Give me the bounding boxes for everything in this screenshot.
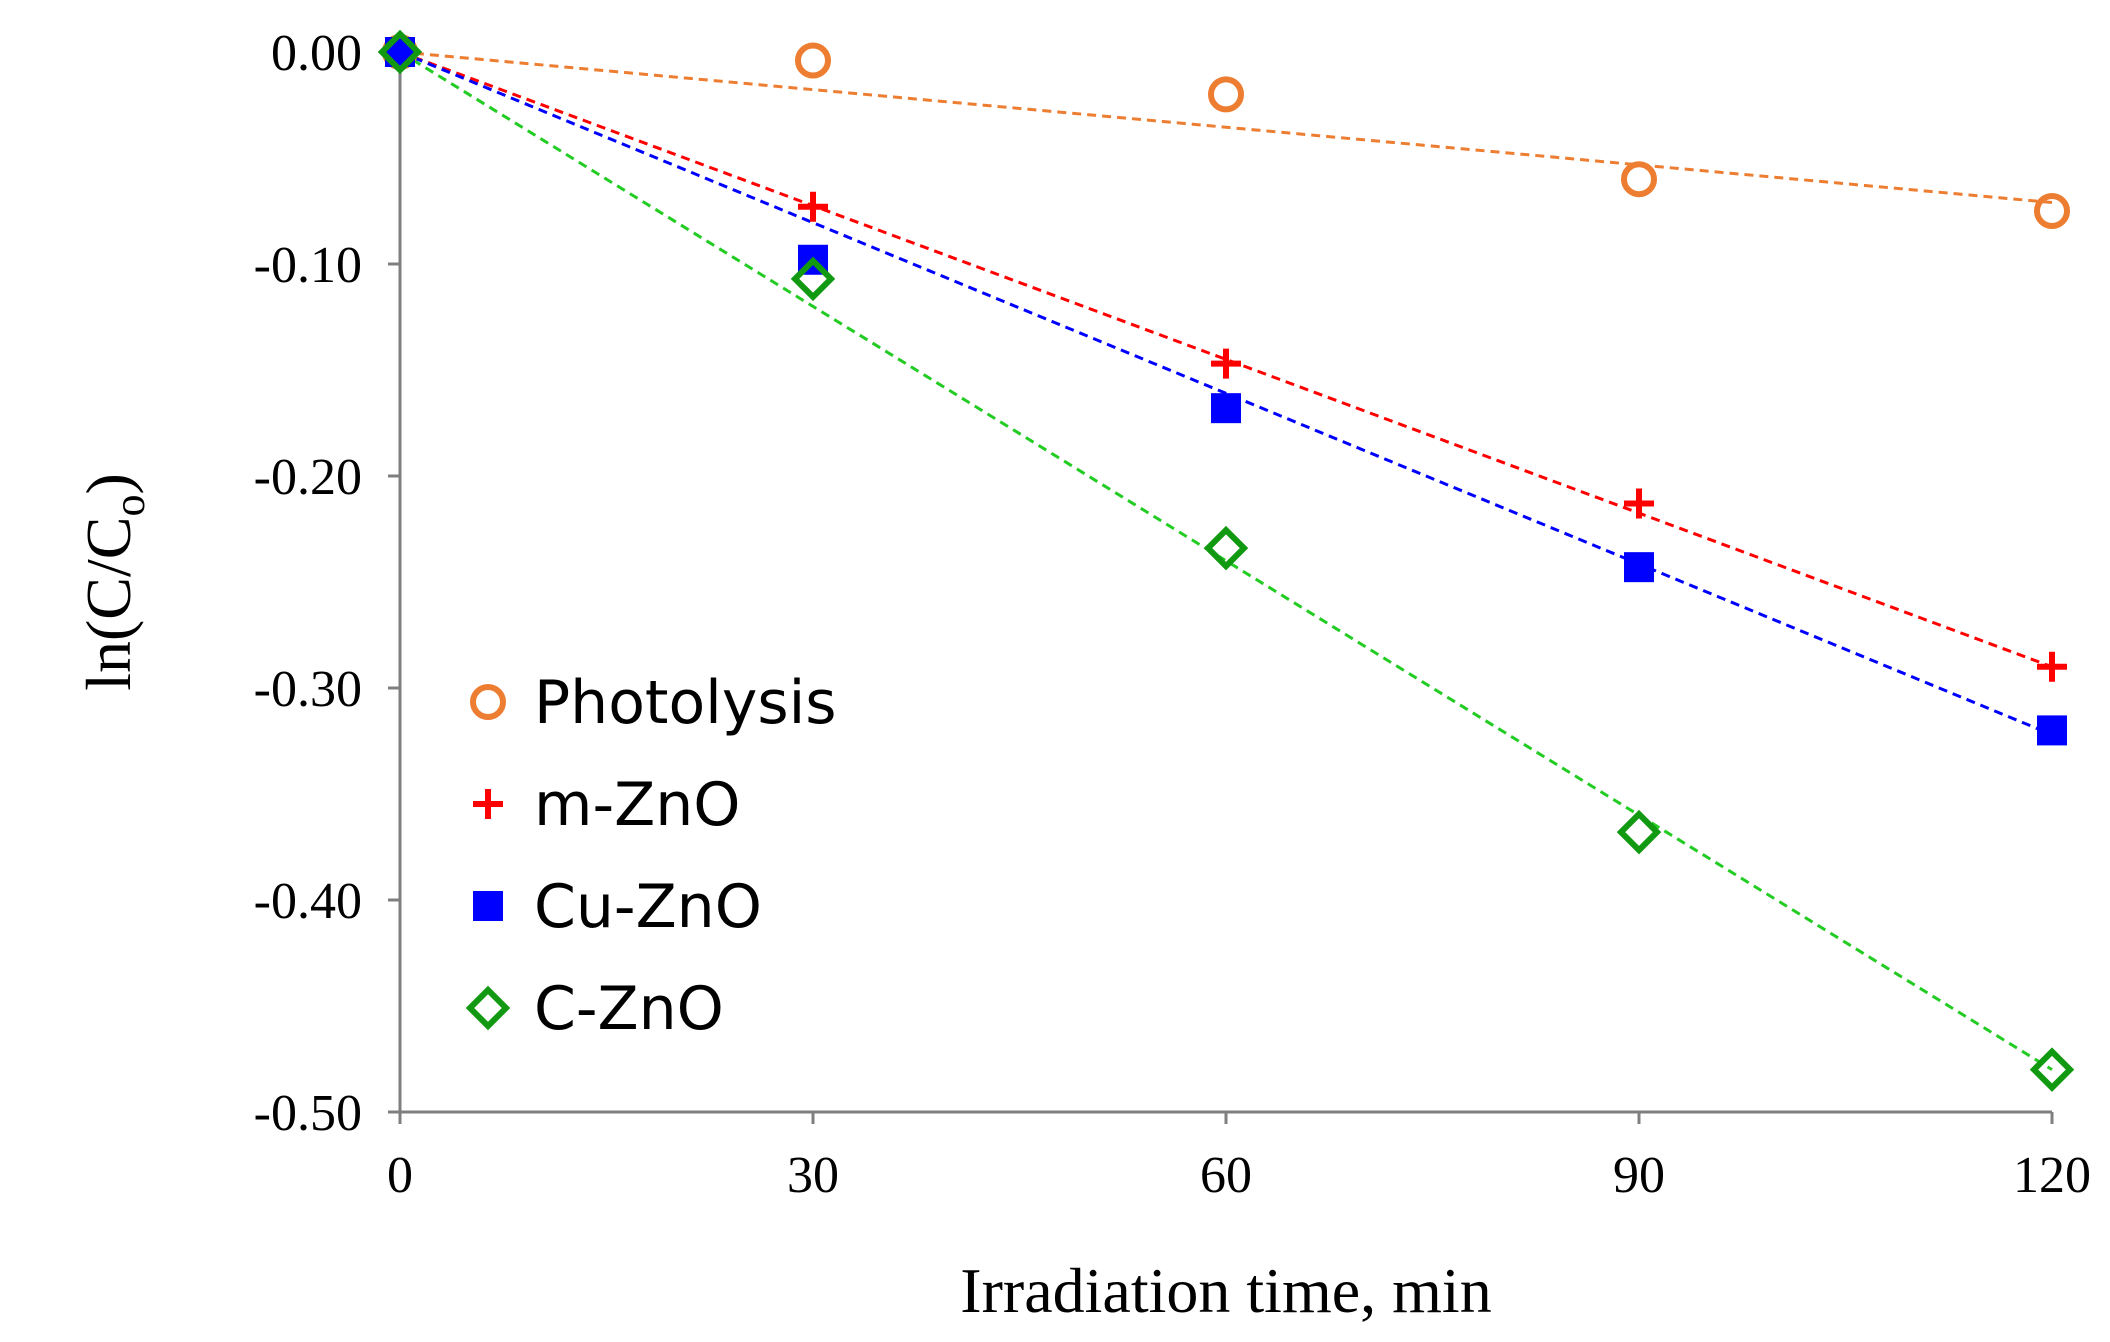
data-point-m-zno xyxy=(1211,348,1241,379)
trendline-c-zno xyxy=(399,50,2053,1071)
legend-marker-photolysis xyxy=(470,684,506,720)
data-point-c-zno xyxy=(377,29,423,75)
x-tick-label: 0 xyxy=(387,1147,413,1204)
x-ticks: 0 30 60 90 120 xyxy=(387,1112,2091,1204)
legend-label-cu-zno: Cu-ZnO xyxy=(534,872,762,942)
trendline-photolysis xyxy=(399,50,2053,205)
x-tick-label: 120 xyxy=(2013,1147,2091,1204)
y-tick-label: -0.10 xyxy=(254,237,362,294)
x-tick-label: 30 xyxy=(787,1147,839,1204)
y-axis-title-close: ) xyxy=(73,473,144,494)
legend-marker-cu-zno xyxy=(473,891,503,921)
data-markers xyxy=(377,29,2075,1092)
x-tick-label: 90 xyxy=(1613,1147,1665,1204)
axes xyxy=(398,50,2052,1114)
legend-label-m-zno: m-ZnO xyxy=(534,770,740,840)
y-tick-label: 0.00 xyxy=(271,25,362,82)
data-point-photolysis xyxy=(1208,76,1244,113)
trendline-m-zno xyxy=(399,50,2053,669)
legend-label-photolysis: Photolysis xyxy=(534,668,837,738)
y-tick-label: -0.20 xyxy=(254,449,362,506)
data-point-photolysis xyxy=(1621,161,1657,198)
y-ticks: 0.00 -0.10 -0.20 -0.30 -0.40 -0.50 xyxy=(254,25,400,1142)
y-tick-label: -0.50 xyxy=(254,1085,362,1142)
y-axis-title: ln(C/Co) xyxy=(73,473,154,691)
legend-marker-m-zno xyxy=(473,789,503,819)
y-tick-label: -0.30 xyxy=(254,661,362,718)
data-point-cu-zno xyxy=(2037,715,2067,746)
data-point-cu-zno xyxy=(1624,552,1654,583)
y-tick-label: -0.40 xyxy=(254,873,362,930)
data-point-m-zno xyxy=(798,191,828,222)
x-tick-label: 60 xyxy=(1200,1147,1252,1204)
y-axis-title-main: ln(C/C xyxy=(73,517,144,691)
data-point-c-zno xyxy=(1203,525,1249,571)
data-point-m-zno xyxy=(1624,488,1654,519)
legend: Photolysis m-ZnO Cu-ZnO C-ZnO xyxy=(465,668,837,1044)
x-axis-title: Irradiation time, min xyxy=(960,1255,1491,1326)
data-point-photolysis xyxy=(2034,193,2070,229)
data-point-c-zno xyxy=(1616,809,1662,855)
data-point-c-zno xyxy=(790,256,836,302)
legend-label-c-zno: C-ZnO xyxy=(534,974,724,1044)
legend-marker-c-zno xyxy=(465,985,511,1031)
data-point-c-zno xyxy=(2029,1047,2075,1092)
data-point-m-zno xyxy=(2037,651,2067,682)
data-point-photolysis xyxy=(795,42,831,79)
data-point-cu-zno xyxy=(1211,393,1241,424)
y-axis-title-subscript: o xyxy=(105,495,154,517)
